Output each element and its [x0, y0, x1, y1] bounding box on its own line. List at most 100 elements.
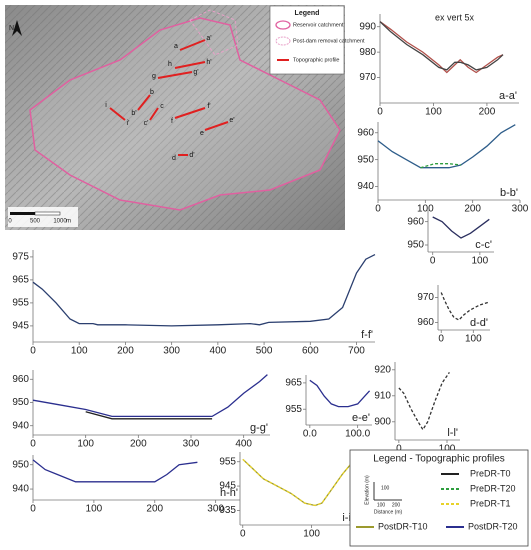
y-tick-label: 965 — [12, 275, 29, 286]
x-tick-label: 400 — [210, 346, 227, 357]
x-tick-label: 100 — [77, 439, 94, 450]
y-tick-label: 960 — [407, 216, 424, 227]
y-tick-label: 940 — [357, 181, 374, 192]
profile-label: f — [171, 118, 173, 125]
profile-label: g' — [193, 69, 198, 76]
scale-label: Distance (m) — [374, 509, 403, 515]
profile-line — [379, 21, 504, 71]
profile-label: i' — [127, 120, 130, 127]
x-tick-label: 0 — [30, 504, 36, 515]
y-tick-label: 940 — [12, 484, 29, 495]
profile-line — [85, 411, 213, 420]
profiles-legend: Legend - Topographic profiles Elevation … — [349, 449, 529, 547]
x-tick-label: 0 — [240, 529, 246, 540]
profile-line — [432, 216, 490, 239]
profile-label: d — [172, 155, 176, 162]
profile-label: l-l' — [447, 427, 458, 439]
profile-label: f' — [207, 103, 210, 110]
profile-label: a' — [206, 35, 211, 42]
y-tick-label: 975 — [12, 252, 29, 263]
scale-bar — [10, 212, 35, 215]
y-tick-label: 960 — [357, 127, 374, 138]
x-tick-label: 100 — [472, 256, 489, 267]
profile-label: b' — [131, 110, 136, 117]
profile-chart: 900 910 920 0 100 l-l' — [374, 362, 460, 455]
map-legend-title: Legend — [295, 10, 320, 17]
profile-line — [398, 372, 450, 431]
legend-label: PostDR-T20 — [468, 521, 518, 531]
profile-label: b-b' — [500, 187, 518, 199]
x-tick-label: 200 — [117, 346, 134, 357]
y-tick-label: 965 — [285, 378, 302, 389]
post-dam-catchment — [189, 9, 239, 56]
y-tick-label: 990 — [359, 21, 376, 32]
profile-label: e' — [229, 117, 234, 124]
north-label: N — [9, 25, 14, 32]
x-tick-label: 100 — [71, 346, 88, 357]
map: a a' h h' g g' b b' c c' f f' e e' d d' i i' Legend Reser… — [5, 5, 365, 230]
profile-label: c — [160, 103, 164, 110]
x-tick-label: 0 — [438, 334, 444, 345]
y-tick-label: 980 — [359, 47, 376, 58]
profile-label: a-a' — [499, 90, 517, 102]
y-tick-label: 950 — [12, 397, 29, 408]
profile-chart: 935 945 955 0 100 i-i' — [219, 452, 355, 540]
profile-label: i-i' — [342, 512, 353, 524]
profile-chart: 950 960 0 100 c-c' — [407, 210, 494, 267]
y-tick-label: 945 — [12, 321, 29, 332]
profile-label: d-d' — [470, 317, 488, 329]
scale-label: m — [66, 219, 71, 225]
x-tick-label: 300 — [183, 439, 200, 450]
x-tick-label: 0 — [30, 439, 36, 450]
map-legend-box — [269, 5, 345, 75]
x-tick-label: 100 — [425, 107, 442, 118]
map-legend-item: Reservoir catchment — [293, 22, 344, 28]
y-tick-label: 950 — [407, 240, 424, 251]
profile-line — [242, 458, 354, 507]
legend-swatch — [275, 36, 291, 46]
profile-label: f-f' — [361, 329, 373, 341]
scale-label: 100 — [377, 502, 386, 508]
scale-label: 1000 — [53, 219, 67, 225]
x-tick-label: 0 — [430, 256, 436, 267]
scale-label: 200 — [392, 502, 401, 508]
map-legend-item: Topographic profile — [293, 57, 339, 63]
x-tick-label: 300 — [163, 346, 180, 357]
annotation: ex vert 5x — [435, 12, 475, 22]
x-tick-label: 0 — [375, 204, 381, 215]
y-tick-label: 940 — [12, 420, 29, 431]
profile-line — [32, 374, 268, 418]
x-tick-label: 500 — [256, 346, 273, 357]
y-tick-label: 955 — [12, 298, 29, 309]
profile-line — [440, 292, 488, 321]
y-tick-label: 960 — [12, 374, 29, 385]
x-tick-label: 300 — [512, 204, 529, 215]
profile-chart: 955 965 0.0 100.0 e-e' — [285, 375, 372, 440]
x-tick-label: 0 — [377, 107, 383, 118]
profile-line — [377, 124, 516, 169]
profile-label: g-g' — [250, 422, 268, 434]
map-legend-item: Post-dam removal catchment — [293, 38, 365, 44]
profile-labels: a a' h h' g g' b b' c c' f f' e e' d d' i i' — [105, 35, 234, 162]
profile-line — [242, 458, 354, 507]
x-tick-label: 100.0 — [345, 429, 370, 440]
x-tick-label: 0.0 — [303, 429, 317, 440]
y-tick-label: 960 — [417, 317, 434, 328]
x-tick-label: 0 — [30, 346, 36, 357]
legend-label: PreDR-T20 — [470, 483, 516, 493]
x-tick-label: 300 — [207, 504, 224, 515]
profile-label: c-c' — [475, 239, 492, 251]
scale-label: Elevation (m) — [364, 475, 370, 505]
profile-label: b — [150, 89, 154, 96]
profile-chart: 940 950 0 100 200 300 h-h' — [12, 455, 240, 515]
profile-line — [309, 379, 371, 408]
x-tick-label: 200 — [146, 504, 163, 515]
profile-label: h-h' — [220, 487, 238, 499]
profile-label: c' — [144, 120, 149, 127]
profile-line — [420, 163, 461, 169]
profile-label: e — [200, 130, 204, 137]
scale-label: 500 — [30, 219, 41, 225]
x-tick-label: 200 — [464, 204, 481, 215]
